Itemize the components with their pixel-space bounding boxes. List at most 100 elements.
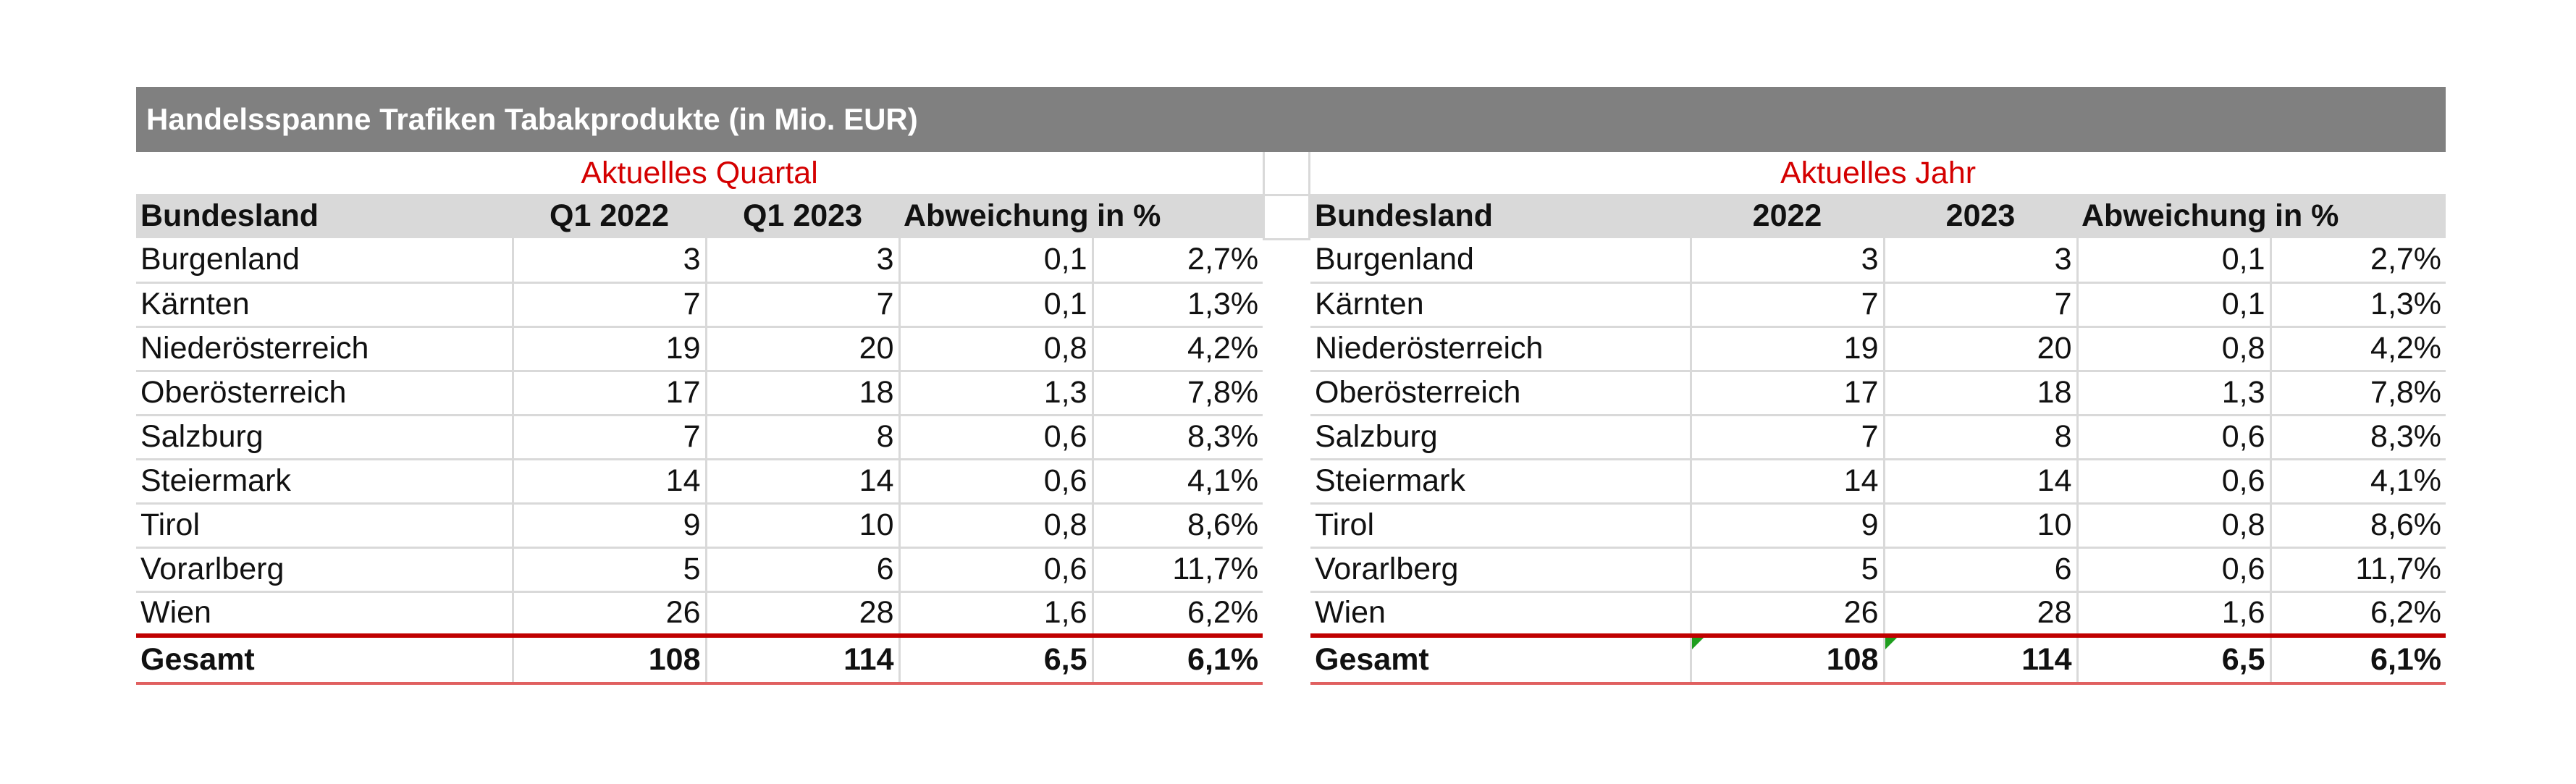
period-row: Aktuelles Quartal	[136, 152, 1263, 194]
value-cell: 18	[1884, 371, 2079, 416]
value-cell: 20	[1884, 326, 2079, 372]
total-value: 6,5	[2077, 636, 2272, 685]
value-cell: 2,7%	[1093, 238, 1263, 284]
region-cell: Kärnten	[136, 282, 514, 328]
value-cell: 8,3%	[2270, 415, 2446, 460]
total-row: Gesamt 108 114 6,5 6,1%	[1310, 636, 2446, 685]
period-row: Aktuelles Jahr	[1310, 152, 2446, 194]
total-value: 6,1%	[1093, 636, 1263, 685]
column-header: Q1 2022	[513, 194, 706, 238]
value-cell: 18	[706, 371, 901, 416]
value-cell: 0,6	[2077, 459, 2272, 505]
region-cell: Burgenland	[1310, 238, 1692, 284]
value-cell: 3	[513, 238, 707, 284]
table-row: Vorarlberg 5 6 0,6 11,7%	[1310, 547, 2446, 593]
column-header: Abweichung	[899, 194, 1093, 238]
value-cell: 8,6%	[2270, 503, 2446, 549]
gutter-cell	[1263, 194, 1310, 240]
table-row: Vorarlberg 5 6 0,6 11,7%	[136, 547, 1263, 593]
value-cell: 0,8	[899, 326, 1094, 372]
table-row: Tirol 9 10 0,8 8,6%	[1310, 503, 2446, 549]
value-cell: 9	[513, 503, 707, 549]
tables-area: Aktuelles Quartal Bundesland Q1 2022 Q1 202…	[136, 152, 2446, 702]
value-cell: 0,6	[899, 459, 1094, 505]
value-cell: 4,2%	[2270, 326, 2446, 372]
value-cell: 0,6	[899, 547, 1094, 593]
region-cell: Niederösterreich	[136, 326, 514, 372]
period-label: Aktuelles Quartal	[136, 152, 1263, 194]
gutter-cell	[1263, 152, 1310, 194]
value-cell: 8	[1884, 415, 2079, 460]
value-cell: 8	[706, 415, 901, 460]
value-cell: 2,7%	[2270, 238, 2446, 284]
table-row: Oberösterreich 17 18 1,3 7,8%	[1310, 371, 2446, 416]
column-header: Bundesland	[136, 194, 513, 238]
region-cell: Steiermark	[1310, 459, 1692, 505]
header-row: Bundesland 2022 2023 Abweichung in %	[1310, 194, 2446, 238]
column-header: 2022	[1691, 194, 1884, 238]
value-cell: 0,1	[899, 238, 1094, 284]
region-cell: Wien	[136, 591, 514, 638]
value-cell: 10	[706, 503, 901, 549]
value-cell: 19	[513, 326, 707, 372]
value-cell: 7	[513, 282, 707, 328]
value-cell: 7	[1884, 282, 2079, 328]
region-cell: Steiermark	[136, 459, 514, 505]
value-cell: 11,7%	[2270, 547, 2446, 593]
column-header: Abweichung	[2077, 194, 2270, 238]
value-cell: 3	[1691, 238, 1885, 284]
table-row: Tirol 9 10 0,8 8,6%	[136, 503, 1263, 549]
value-cell: 26	[1691, 591, 1885, 638]
value-cell: 6,2%	[1093, 591, 1263, 638]
value-cell: 7,8%	[1093, 371, 1263, 416]
value-cell: 7,8%	[2270, 371, 2446, 416]
region-cell: Oberösterreich	[1310, 371, 1692, 416]
total-row: Gesamt 108 114 6,5 6,1%	[136, 636, 1263, 685]
column-gutter	[1263, 152, 1310, 240]
total-value: 114	[1884, 636, 2079, 685]
total-value: 6,1%	[2270, 636, 2446, 685]
value-cell: 14	[1884, 459, 2079, 505]
value-cell: 11,7%	[1093, 547, 1263, 593]
value-cell: 4,1%	[2270, 459, 2446, 505]
value-cell: 1,6	[2077, 591, 2272, 638]
value-cell: 0,8	[2077, 326, 2272, 372]
table-row: Niederösterreich 19 20 0,8 4,2%	[1310, 326, 2446, 372]
value-cell: 4,2%	[1093, 326, 1263, 372]
region-cell: Burgenland	[136, 238, 514, 284]
value-cell: 17	[1691, 371, 1885, 416]
region-cell: Vorarlberg	[136, 547, 514, 593]
value-cell: 0,8	[2077, 503, 2272, 549]
value-cell: 6	[706, 547, 901, 593]
value-cell: 3	[1884, 238, 2079, 284]
value-cell: 0,6	[2077, 547, 2272, 593]
value-cell: 3	[706, 238, 901, 284]
table-row: Kärnten 7 7 0,1 1,3%	[1310, 282, 2446, 328]
value-cell: 14	[706, 459, 901, 505]
header-row: Bundesland Q1 2022 Q1 2023 Abweichung in %	[136, 194, 1263, 238]
value-cell: 0,1	[2077, 282, 2272, 328]
value-cell: 6,2%	[2270, 591, 2446, 638]
region-cell: Salzburg	[136, 415, 514, 460]
table-row: Wien 26 28 1,6 6,2%	[136, 591, 1263, 638]
column-header: in %	[1093, 194, 1263, 238]
total-value: 114	[706, 636, 901, 685]
table-row: Steiermark 14 14 0,6 4,1%	[1310, 459, 2446, 505]
table-row: Wien 26 28 1,6 6,2%	[1310, 591, 2446, 638]
region-cell: Wien	[1310, 591, 1692, 638]
table-title: Handelsspanne Trafiken Tabakprodukte (in…	[136, 87, 2446, 152]
value-cell: 20	[706, 326, 901, 372]
value-cell: 0,6	[2077, 415, 2272, 460]
region-cell: Niederösterreich	[1310, 326, 1692, 372]
column-header: in %	[2270, 194, 2446, 238]
region-cell: Vorarlberg	[1310, 547, 1692, 593]
period-label: Aktuelles Jahr	[1310, 152, 2446, 194]
value-cell: 17	[513, 371, 707, 416]
region-cell: Salzburg	[1310, 415, 1692, 460]
year-table: Aktuelles Jahr Bundesland 2022 2023 Abweichu…	[1310, 152, 2446, 685]
value-cell: 1,3%	[2270, 282, 2446, 328]
total-label: Gesamt	[136, 636, 514, 685]
table-row: Salzburg 7 8 0,6 8,3%	[136, 415, 1263, 460]
value-cell: 1,3	[2077, 371, 2272, 416]
region-cell: Oberösterreich	[136, 371, 514, 416]
